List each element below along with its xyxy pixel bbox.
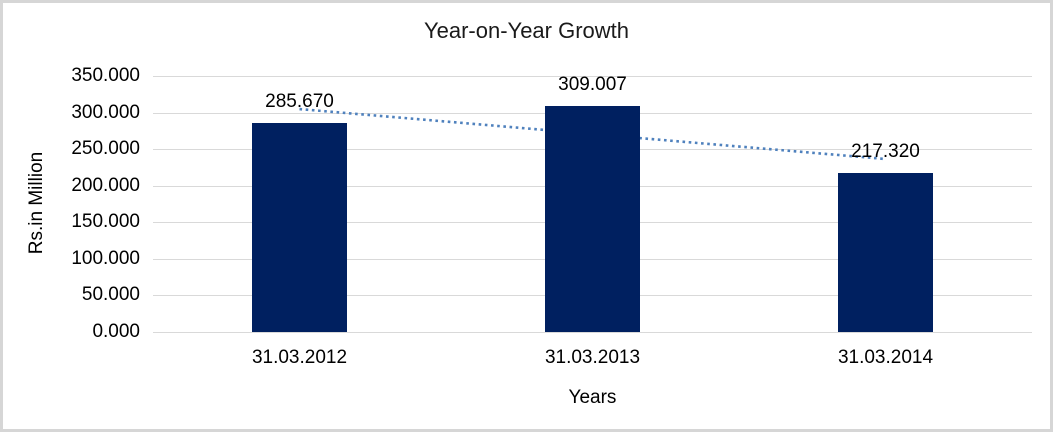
gridline [153,332,1032,333]
y-tick-label: 200.000 [71,174,140,196]
y-axis-tick-labels: 350.000 300.000 250.000 200.000 150.000 100.0… [3,3,140,429]
x-tick-label: 31.03.2013 [544,347,641,368]
x-axis-title: Years [568,387,617,408]
chart-title: Year-on-Year Growth [423,18,630,43]
trendline [299,107,886,161]
gridline [153,76,1032,77]
y-tick-label: 150.000 [71,211,140,233]
plot-area: 285.670 309.007 217.320 [153,73,1032,333]
data-label: 309.007 [558,73,627,95]
y-tick-label: 250.000 [71,138,140,160]
data-label: 217.320 [851,141,920,163]
data-label: 285.670 [265,91,334,113]
bar-31.03.2014 [838,173,933,332]
y-tick-label: 100.000 [71,247,140,269]
y-tick-label: 350.000 [71,65,140,86]
y-tick-label: 50.000 [81,284,140,306]
y-tick-label: 0.000 [92,321,140,342]
bar-31.03.2012 [252,123,347,332]
x-axis-labels: 31.03.2012 31.03.2013 31.03.2014 [153,346,1032,370]
x-tick-label: 31.03.2012 [251,347,348,368]
bar-31.03.2013 [545,105,640,332]
y-tick-label: 300.000 [71,101,140,123]
x-tick-label: 31.03.2014 [837,347,934,368]
